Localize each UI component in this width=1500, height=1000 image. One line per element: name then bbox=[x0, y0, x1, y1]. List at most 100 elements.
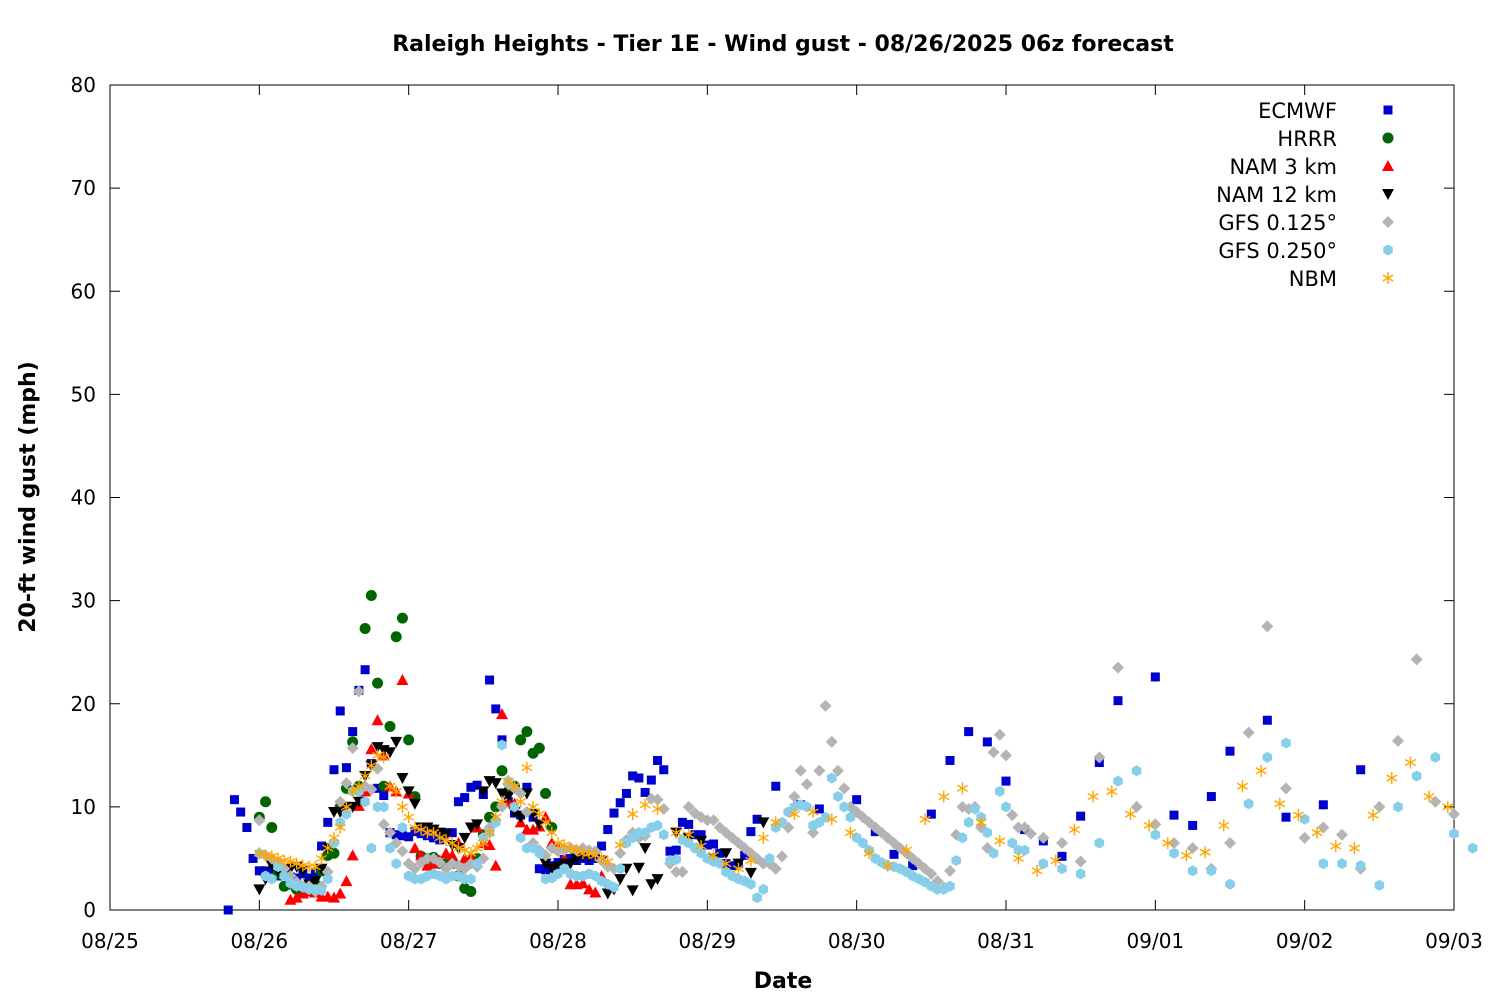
data-point bbox=[396, 773, 409, 784]
data-point bbox=[709, 839, 719, 849]
data-point bbox=[1031, 864, 1043, 877]
data-point bbox=[366, 842, 377, 854]
data-point bbox=[597, 841, 607, 851]
data-point bbox=[1162, 836, 1174, 849]
data-point bbox=[1281, 737, 1291, 749]
data-point bbox=[1012, 852, 1025, 865]
data-point bbox=[446, 849, 459, 861]
series-nbm bbox=[253, 749, 1454, 877]
data-point bbox=[1337, 858, 1347, 870]
data-point bbox=[534, 864, 544, 874]
data-point bbox=[403, 734, 415, 746]
data-point bbox=[321, 865, 334, 878]
data-point bbox=[1075, 868, 1086, 880]
data-point bbox=[826, 813, 838, 826]
data-point bbox=[975, 816, 987, 829]
data-point bbox=[677, 817, 687, 827]
x-tick-label: 08/26 bbox=[231, 929, 289, 953]
legend-marker bbox=[1382, 132, 1394, 144]
data-point bbox=[390, 736, 403, 748]
data-point bbox=[408, 798, 421, 810]
data-point bbox=[329, 765, 339, 775]
data-point bbox=[521, 726, 533, 738]
data-point bbox=[565, 853, 575, 863]
data-point bbox=[466, 782, 476, 792]
data-point bbox=[956, 782, 969, 795]
data-point bbox=[322, 842, 334, 855]
data-point bbox=[515, 832, 526, 844]
data-point bbox=[601, 888, 614, 900]
data-point bbox=[397, 822, 408, 833]
data-point bbox=[659, 765, 669, 775]
data-point bbox=[944, 864, 956, 877]
data-point bbox=[433, 856, 446, 869]
legend-label: NAM 3 km bbox=[1229, 155, 1337, 179]
y-tick-label: 50 bbox=[71, 382, 96, 406]
data-point bbox=[514, 787, 527, 800]
data-point bbox=[1130, 800, 1143, 813]
data-series bbox=[223, 589, 1478, 915]
data-point bbox=[757, 831, 769, 844]
data-point bbox=[465, 885, 477, 897]
data-point bbox=[1037, 831, 1050, 844]
data-point bbox=[938, 790, 950, 803]
data-point bbox=[690, 830, 700, 840]
legend-item: NAM 12 km bbox=[1216, 183, 1394, 207]
data-point bbox=[396, 845, 409, 858]
data-point bbox=[1050, 854, 1062, 867]
data-point bbox=[1206, 865, 1217, 877]
data-point bbox=[371, 762, 384, 775]
data-point bbox=[384, 826, 396, 839]
data-point bbox=[453, 797, 463, 807]
data-point bbox=[964, 727, 974, 737]
legend-item: NAM 3 km bbox=[1229, 155, 1394, 179]
data-point bbox=[720, 857, 732, 870]
data-point bbox=[732, 862, 745, 875]
data-point bbox=[671, 845, 681, 855]
data-point bbox=[1318, 858, 1329, 870]
data-point bbox=[502, 791, 515, 803]
data-point bbox=[696, 830, 706, 840]
data-point bbox=[744, 867, 757, 879]
data-point bbox=[253, 884, 266, 896]
data-point bbox=[715, 848, 725, 858]
data-point bbox=[316, 884, 327, 896]
data-point bbox=[533, 808, 545, 821]
data-point bbox=[384, 747, 396, 759]
data-point bbox=[552, 861, 564, 873]
data-point bbox=[1206, 792, 1216, 802]
legend-marker bbox=[1382, 216, 1394, 228]
data-point bbox=[464, 822, 477, 834]
data-point bbox=[609, 881, 619, 893]
x-tick-label: 08/27 bbox=[380, 929, 438, 953]
data-point bbox=[1218, 819, 1230, 832]
data-point bbox=[589, 886, 602, 898]
data-point bbox=[539, 816, 552, 829]
data-point bbox=[1274, 797, 1286, 810]
data-point bbox=[447, 828, 457, 838]
data-point bbox=[1225, 746, 1235, 756]
data-point bbox=[1068, 823, 1081, 836]
data-point bbox=[396, 612, 408, 624]
data-point bbox=[701, 814, 714, 827]
data-point bbox=[758, 883, 769, 895]
data-point bbox=[223, 905, 233, 915]
data-point bbox=[1404, 756, 1417, 769]
data-point bbox=[995, 785, 1005, 797]
data-point bbox=[334, 821, 346, 834]
data-point bbox=[371, 749, 384, 762]
data-point bbox=[291, 857, 303, 870]
data-point bbox=[340, 800, 353, 813]
data-point bbox=[546, 826, 558, 839]
data-point bbox=[615, 863, 625, 875]
data-point bbox=[1131, 765, 1142, 777]
data-point bbox=[347, 785, 359, 798]
data-point bbox=[334, 807, 347, 819]
data-point bbox=[1112, 661, 1124, 674]
y-tick-label: 80 bbox=[71, 73, 96, 97]
data-point bbox=[1298, 831, 1311, 844]
data-point bbox=[707, 814, 720, 827]
legend-item: ECMWF bbox=[1258, 99, 1393, 123]
data-point bbox=[858, 837, 868, 849]
data-point bbox=[1187, 865, 1198, 877]
